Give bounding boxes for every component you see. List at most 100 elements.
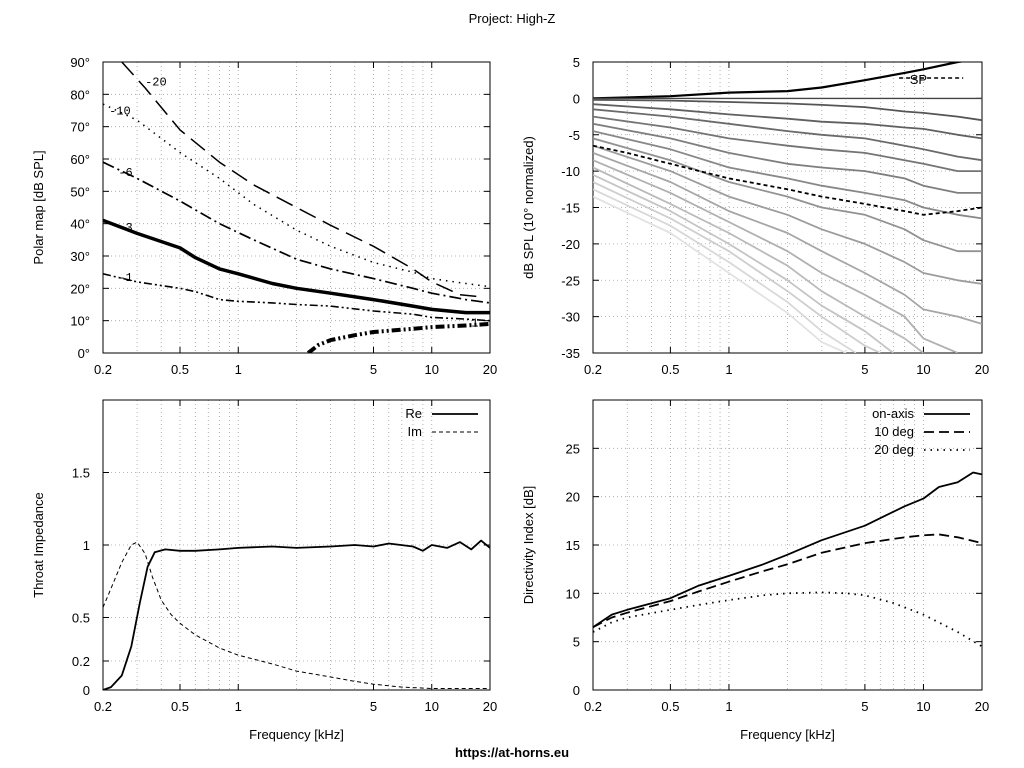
x-tick-label: 1	[235, 362, 242, 377]
y-tick-label: 40°	[70, 217, 90, 232]
x-tick-label: 5	[370, 699, 377, 714]
y-tick-label: 70°	[70, 120, 90, 135]
x-tick-label: 0.2	[94, 362, 112, 377]
legend-label: Re	[405, 406, 422, 421]
x-tick-label: 20	[975, 362, 989, 377]
series-line-0	[593, 471, 982, 628]
grid	[103, 62, 490, 353]
y-tick-label: 30°	[70, 249, 90, 264]
chart-polar-map: 0.2 0.5 1 5 10 20 0° 10° 20° 30° 40° 50° 60° 70° 80° 90…	[31, 55, 497, 377]
legend-label: Im	[408, 424, 422, 439]
x-tick-label: 20	[483, 699, 497, 714]
x-tick-label: 20	[483, 362, 497, 377]
legend-label: 10 deg	[874, 424, 914, 439]
series-line-9	[593, 144, 982, 285]
y-tick-label: 60°	[70, 152, 90, 167]
series-line-1	[593, 533, 982, 628]
x-tick-label: 10	[425, 699, 439, 714]
contour-label: -10	[109, 105, 131, 119]
series-line-2	[593, 98, 982, 122]
grid	[103, 400, 490, 690]
x-tick-label: 5	[861, 362, 868, 377]
page-title: Project: High-Z	[469, 11, 556, 26]
legend-label: on-axis	[872, 406, 914, 421]
series-line-7	[593, 130, 982, 220]
series-group	[593, 62, 982, 353]
y-tick-label: 10	[566, 586, 580, 601]
chart-normalized-spl: 0.2 0.5 1 5 10 20 5 0 -5 -10 -15 -20 -25 -30 -35 dB SPL…	[521, 55, 989, 377]
series-line-6	[593, 122, 982, 194]
x-axis-label: Frequency [kHz]	[249, 727, 344, 742]
series-line-11	[593, 159, 959, 353]
x-tick-label: 5	[370, 362, 377, 377]
y-tick-label: -25	[561, 273, 580, 288]
series-line-3	[103, 218, 490, 315]
y-tick-label: -20	[561, 237, 580, 252]
x-tick-label: 1	[235, 699, 242, 714]
y-tick-label: 0.2	[72, 654, 90, 669]
x-tick-label: 5	[861, 699, 868, 714]
y-tick-label: -15	[561, 201, 580, 216]
y-tick-label: -35	[561, 346, 580, 361]
y-tick-label: 0	[83, 683, 90, 698]
contour-label: -6	[118, 166, 132, 180]
series-line-8	[593, 137, 982, 253]
y-tick-label: 25	[566, 441, 580, 456]
series-group	[103, 62, 490, 353]
x-tick-label: 10	[425, 362, 439, 377]
y-tick-label: 0°	[78, 346, 90, 361]
plot-frame	[102, 61, 491, 354]
y-tick-label: 5	[573, 635, 580, 650]
y-tick-label: 0	[573, 683, 580, 698]
series-line-4	[103, 273, 490, 322]
y-tick-label: 20°	[70, 281, 90, 296]
contour-label: -3	[118, 221, 132, 235]
x-tick-label: 1	[725, 699, 732, 714]
legend-label: 20 deg	[874, 442, 914, 457]
footer-url: https://at-horns.eu	[455, 745, 569, 760]
x-tick-label: 1	[725, 362, 732, 377]
x-tick-label: 20	[975, 699, 989, 714]
y-tick-label: -10	[561, 164, 580, 179]
contour-label: -1	[118, 271, 132, 285]
y-tick-label: 1.5	[72, 466, 90, 481]
y-tick-label: 50°	[70, 184, 90, 199]
y-tick-label: 20	[566, 490, 580, 505]
x-tick-label: 0.2	[94, 699, 112, 714]
x-tick-label: 0.2	[584, 699, 602, 714]
x-tick-label: 0.5	[661, 699, 679, 714]
series-line-14	[593, 181, 881, 353]
y-tick-label: 90°	[70, 55, 90, 70]
y-tick-label: 0.5	[72, 611, 90, 626]
series-line-0	[120, 62, 477, 298]
series-line-5	[593, 115, 982, 172]
x-axis-label: Frequency [kHz]	[740, 727, 835, 742]
series-line-15	[593, 188, 857, 353]
legend: Re Im	[405, 406, 478, 439]
series-line-2	[103, 161, 490, 304]
y-tick-label: 0	[573, 91, 580, 106]
series-line-4	[593, 108, 982, 162]
y-tick-label: 15	[566, 538, 580, 553]
series-line-10	[593, 152, 982, 325]
x-tick-label: 0.5	[661, 362, 679, 377]
series-line-12	[593, 166, 924, 353]
x-tick-label: 0.2	[584, 362, 602, 377]
series-line-3	[593, 103, 982, 140]
y-tick-label: 10°	[70, 314, 90, 329]
y-axis-label: Directivity Index [dB]	[521, 486, 536, 605]
x-tick-label: 10	[916, 699, 930, 714]
series-line-5	[306, 321, 490, 353]
series-line-0	[593, 62, 966, 100]
series-line-1	[103, 541, 490, 689]
series-line-0	[103, 539, 490, 690]
contour-label: 1	[471, 316, 478, 330]
x-tick-label: 0.5	[171, 699, 189, 714]
x-tick-label: 0.5	[171, 362, 189, 377]
x-tick-label: 10	[916, 362, 930, 377]
legend: on-axis 10 deg 20 deg	[872, 406, 970, 457]
y-tick-label: -30	[561, 310, 580, 325]
series-line-13	[593, 173, 894, 353]
